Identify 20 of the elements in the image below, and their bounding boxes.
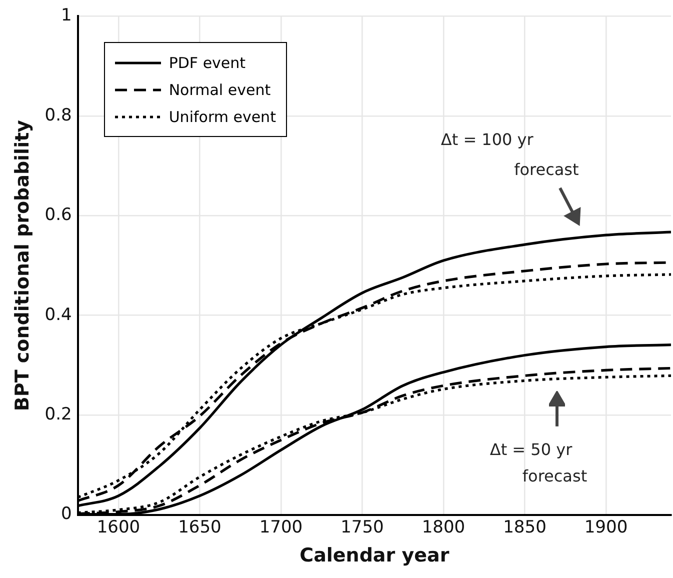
annotation: Δt = 50 yr forecast	[490, 440, 588, 486]
y-tick-label: 0.6	[44, 205, 72, 226]
x-tick-label: 1900	[584, 517, 628, 538]
legend-label: Normal event	[168, 80, 271, 99]
y-tick-label: 0.4	[44, 304, 72, 325]
legend-label: Uniform event	[168, 108, 276, 126]
x-tick-label: 1600	[96, 517, 140, 538]
y-tick-label: 0	[61, 504, 72, 524]
y-axis-title: BPT conditional probability	[11, 119, 34, 412]
legend-label: PDF event	[168, 54, 246, 72]
x-tick-label: 1750	[340, 517, 384, 538]
x-tick-label: 1700	[259, 517, 303, 538]
y-tick-label: 0.2	[44, 404, 72, 424]
x-tick-label: 1800	[422, 517, 466, 538]
x-tick-label: 1650	[178, 517, 222, 538]
x-tick-label: 1850	[503, 517, 546, 538]
annotation: Δt = 100 yr forecast	[440, 130, 579, 179]
y-tick-label: 0.8	[44, 105, 72, 126]
x-axis-title: Calendar year	[300, 544, 450, 567]
y-tick-label: 1	[61, 6, 72, 26]
